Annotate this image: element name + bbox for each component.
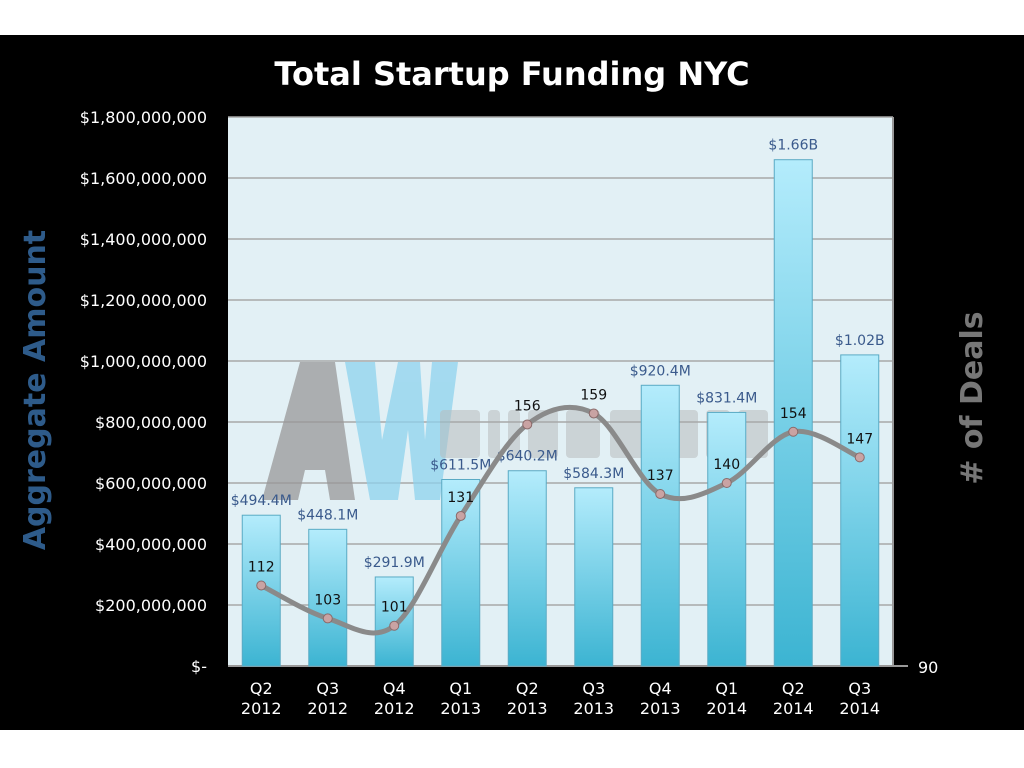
watermark-w-shape (345, 362, 458, 500)
bar-data-label: $1.02B (835, 333, 885, 349)
y-tick-label: $600,000,000 (95, 474, 207, 493)
deals-point (788, 426, 799, 437)
y-tick-label: $- (191, 657, 207, 676)
deals-data-label: 103 (314, 592, 341, 608)
bar (840, 354, 880, 667)
watermark-text-shape (566, 410, 600, 458)
bar (640, 384, 680, 667)
deals-point (389, 620, 400, 631)
bar (507, 470, 547, 667)
bar (441, 478, 481, 667)
x-tick-label: 2014 (706, 699, 747, 718)
y-tick-label: $1,600,000,000 (80, 169, 207, 188)
y-tick-label: $1,000,000,000 (80, 352, 207, 371)
bar-data-label: $920.4M (630, 363, 691, 379)
deals-point (522, 419, 533, 430)
x-tick-label: 2013 (507, 699, 548, 718)
watermark-text-shape (528, 410, 558, 458)
x-tick-label: Q1 (449, 679, 472, 698)
bar-data-label: $291.9M (364, 555, 425, 571)
x-tick-label: 2012 (307, 699, 348, 718)
bar-data-label: $584.3M (563, 466, 624, 482)
y-tick-label: $200,000,000 (95, 596, 207, 615)
deals-data-label: 137 (647, 468, 674, 484)
x-tick-label: 2013 (640, 699, 681, 718)
x-tick-label: 2013 (573, 699, 614, 718)
y-tick-label: $1,200,000,000 (80, 291, 207, 310)
x-tick-label: Q3 (848, 679, 871, 698)
deals-data-label: 156 (514, 398, 541, 414)
x-tick-label: Q2 (250, 679, 273, 698)
deals-point (322, 613, 333, 624)
bar (707, 411, 747, 667)
deals-line (260, 404, 861, 636)
x-tick-label: Q3 (582, 679, 605, 698)
y-tick-label: $1,800,000,000 (80, 108, 207, 127)
deals-data-label: 159 (580, 387, 607, 403)
bar (574, 487, 614, 667)
watermark-a-shape (262, 362, 355, 500)
deals-data-label: 147 (846, 431, 873, 447)
deals-point (455, 510, 466, 521)
deals-point (588, 408, 599, 419)
y-tick-label: $800,000,000 (95, 413, 207, 432)
bar-data-label: $611.5M (430, 457, 491, 473)
x-tick-label: Q2 (782, 679, 805, 698)
deals-data-label: 140 (713, 457, 740, 473)
deals-data-label: 112 (248, 559, 275, 575)
bar-data-label: $448.1M (297, 507, 358, 523)
y2-axis-title: # of Deals (955, 311, 990, 484)
bar (773, 159, 813, 667)
y-axis-title: Aggregate Amount (18, 230, 53, 550)
x-tick-label: Q4 (649, 679, 672, 698)
x-tick-label: 2012 (241, 699, 282, 718)
y-tick-label: $1,400,000,000 (80, 230, 207, 249)
y2-tick-label: 90 (918, 658, 938, 677)
bar-data-label: $640.2M (497, 449, 558, 465)
deals-data-label: 101 (381, 600, 408, 616)
x-tick-label: 2014 (773, 699, 814, 718)
bar-data-label: $831.4M (696, 390, 757, 406)
x-tick-label: Q3 (316, 679, 339, 698)
y-tick-label: $400,000,000 (95, 535, 207, 554)
x-tick-label: 2014 (839, 699, 880, 718)
chart-title: Total Startup Funding NYC (274, 55, 750, 93)
x-tick-label: 2012 (374, 699, 415, 718)
bar-data-label: $1.66B (768, 138, 818, 154)
deals-point (256, 580, 267, 591)
deals-data-label: 131 (447, 490, 474, 506)
deals-point (854, 452, 865, 463)
watermark-text-shape (488, 410, 500, 458)
watermark-text-shape (440, 410, 480, 458)
deals-data-label: 154 (780, 406, 807, 422)
deals-point (721, 478, 732, 488)
deals-point (655, 488, 666, 499)
x-tick-label: Q1 (715, 679, 738, 698)
x-tick-label: Q2 (516, 679, 539, 698)
x-tick-label: 2013 (440, 699, 481, 718)
bar-data-label: $494.4M (231, 493, 292, 509)
bar (308, 528, 348, 667)
x-tick-label: Q4 (383, 679, 406, 698)
